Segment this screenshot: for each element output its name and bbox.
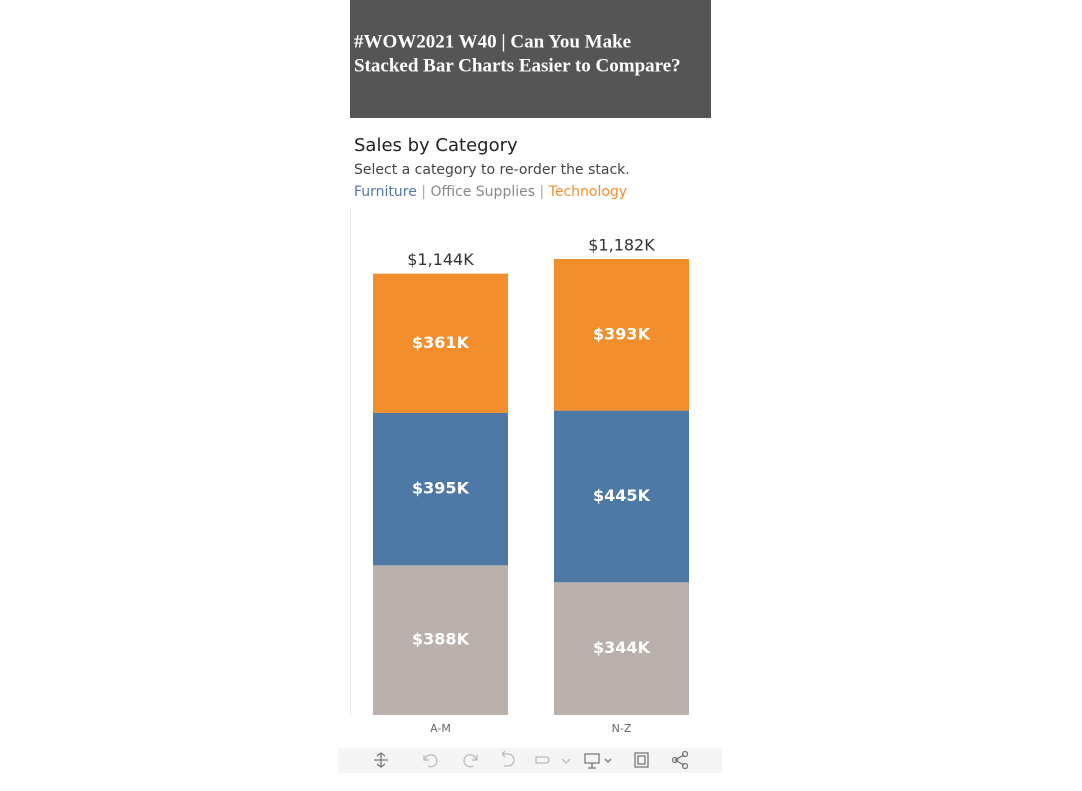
- legend-separator: |: [535, 184, 544, 200]
- icon-download[interactable]: [584, 753, 612, 769]
- legend: Furniture | Office Supplies | Technology: [354, 184, 627, 200]
- bar-segment[interactable]: [373, 565, 508, 715]
- value-label: $344K: [593, 638, 651, 657]
- legend-separator: |: [417, 184, 426, 200]
- header-band: [350, 0, 711, 118]
- value-label: $361K: [412, 333, 470, 352]
- icon-share-dot: [681, 762, 689, 770]
- icon-fullscreen[interactable]: [634, 752, 649, 768]
- x-tick-label: N-Z: [612, 722, 632, 735]
- bar-segment[interactable]: [373, 273, 508, 413]
- legend-item[interactable]: Office Supplies: [430, 184, 535, 200]
- chart-subtitle: Select a category to re-order the stack.: [354, 162, 630, 178]
- value-label: $445K: [593, 486, 651, 505]
- value-label: $393K: [593, 324, 651, 343]
- bar-segment[interactable]: [554, 582, 689, 715]
- bar-segment[interactable]: [554, 259, 689, 411]
- bar-segment[interactable]: [554, 410, 689, 583]
- toolbar: [338, 748, 722, 773]
- icon-undo[interactable]: [423, 754, 438, 768]
- icon-redo[interactable]: [463, 754, 478, 768]
- icon-move[interactable]: [374, 752, 388, 768]
- chart-title: Sales by Category: [354, 135, 518, 156]
- icon-revert[interactable]: [501, 750, 515, 767]
- x-tick-label: A-M: [430, 722, 451, 735]
- value-label: $395K: [412, 479, 470, 498]
- value-label: $388K: [412, 630, 470, 649]
- icon-refresh[interactable]: [535, 756, 571, 764]
- header-title: Stacked Bar Charts Easier to Compare?: [354, 55, 681, 76]
- total-label: $1,144K: [407, 250, 474, 269]
- toolbar-icons: [374, 750, 689, 770]
- header-title: #WOW2021 W40 | Can You Make: [354, 31, 631, 52]
- legend-item[interactable]: Technology: [548, 184, 627, 200]
- total-label: $1,182K: [588, 236, 655, 255]
- legend-item[interactable]: Furniture: [354, 184, 417, 200]
- icon-share-dot: [671, 756, 679, 764]
- icon-share-dot: [681, 750, 689, 758]
- bar-segment[interactable]: [373, 412, 508, 566]
